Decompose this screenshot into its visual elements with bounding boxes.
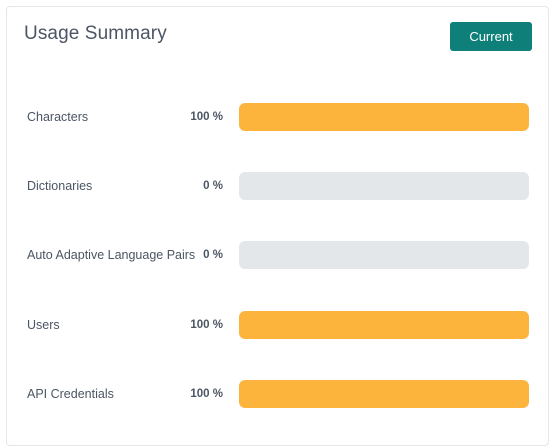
usage-label: API Credentials [27,387,114,401]
usage-label: Auto Adaptive Language Pairs [27,248,196,262]
usage-row-api-credentials: API Credentials 100 % [7,380,550,408]
usage-summary-card: Usage Summary Current Characters 100 % D… [6,6,549,446]
usage-row-auto-adaptive-language-pairs: Auto Adaptive Language Pairs 0 % [7,241,550,269]
usage-bar-fill [239,311,529,339]
usage-bar-track [239,380,529,408]
usage-bar-track [239,172,529,200]
usage-percent: 100 % [190,319,223,331]
usage-percent: 100 % [190,388,223,400]
usage-percent: 100 % [190,111,223,123]
usage-bar-track [239,241,529,269]
usage-row-dictionaries: Dictionaries 0 % [7,172,550,200]
usage-bar-track [239,103,529,131]
usage-label: Dictionaries [27,179,93,193]
current-button[interactable]: Current [450,22,532,51]
card-title: Usage Summary [24,23,167,44]
usage-label: Users [27,318,60,332]
usage-row-characters: Characters 100 % [7,103,550,131]
usage-bar-fill [239,380,529,408]
usage-row-users: Users 100 % [7,311,550,339]
usage-bar-fill [239,103,529,131]
usage-percent: 0 % [203,249,223,261]
usage-bar-track [239,311,529,339]
usage-percent: 0 % [203,180,223,192]
usage-label: Characters [27,110,89,124]
